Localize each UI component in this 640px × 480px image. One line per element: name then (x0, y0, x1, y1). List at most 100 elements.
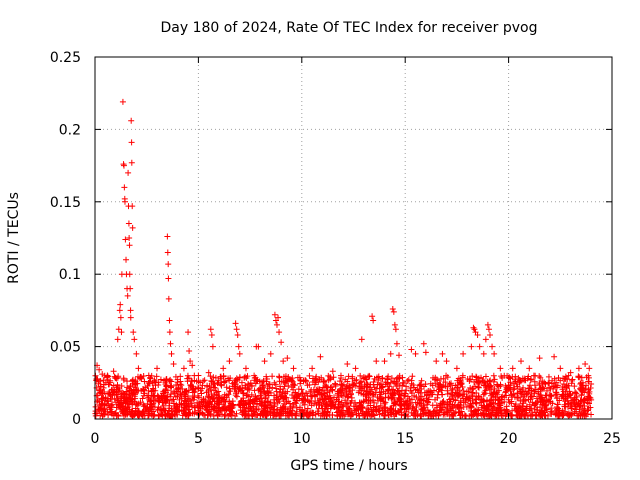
band-point (587, 404, 594, 411)
band-point (93, 376, 100, 383)
band-point (363, 405, 370, 412)
band-point (282, 390, 289, 397)
band-point (324, 409, 331, 416)
band-point (440, 375, 447, 382)
data-point (127, 285, 134, 292)
band-point (533, 409, 540, 416)
band-point (513, 411, 520, 418)
band-point (535, 390, 542, 397)
data-point (433, 358, 440, 365)
band-point (588, 380, 595, 387)
band-point (388, 393, 395, 400)
data-point (381, 358, 388, 365)
band-point (127, 411, 134, 418)
band-point (222, 411, 229, 418)
band-point (216, 399, 223, 406)
data-point (484, 321, 491, 328)
y-tick-label: 0.1 (59, 267, 81, 283)
band-point (241, 404, 248, 411)
band-point (392, 407, 399, 414)
band-point (423, 395, 430, 402)
band-point (292, 412, 299, 419)
band-point (316, 402, 323, 409)
data-point (474, 332, 481, 339)
band-point (434, 377, 441, 384)
band-point (160, 390, 167, 397)
band-point (206, 394, 213, 401)
data-point (557, 365, 564, 372)
band-point (583, 374, 590, 381)
band-point (264, 404, 271, 411)
data-point (121, 184, 128, 191)
band-point (448, 390, 455, 397)
band-point (435, 388, 442, 395)
band-point (257, 392, 264, 399)
band-point (131, 398, 138, 405)
band-point (162, 381, 169, 388)
band-point (446, 396, 453, 403)
band-point (276, 389, 283, 396)
band-point (349, 381, 356, 388)
band-point (215, 379, 222, 386)
band-point (481, 389, 488, 396)
data-point (120, 162, 127, 169)
band-point (181, 404, 188, 411)
band-point (348, 409, 355, 416)
band-point (242, 373, 249, 380)
band-point (288, 376, 295, 383)
data-point (125, 169, 132, 176)
band-point (182, 393, 189, 400)
band-point (248, 391, 255, 398)
band-point (195, 394, 202, 401)
band-point (588, 411, 595, 418)
y-tick-label: 0.25 (50, 50, 81, 66)
band-point (567, 401, 574, 408)
band-point (207, 373, 214, 380)
band-point (388, 406, 395, 413)
data-point (167, 340, 174, 347)
band-point (491, 404, 498, 411)
data-point (408, 346, 415, 353)
band-point (409, 405, 416, 412)
band-point (163, 375, 170, 382)
data-point (586, 365, 593, 372)
band-point (374, 394, 381, 401)
band-point (145, 395, 152, 402)
band-point (406, 395, 413, 402)
band-point (146, 380, 153, 387)
band-point (396, 391, 403, 398)
band-point (269, 373, 276, 380)
band-point (393, 378, 400, 385)
band-point (409, 373, 416, 380)
band-point (312, 376, 319, 383)
band-point (98, 410, 105, 417)
band-point (271, 379, 278, 386)
band-point (132, 407, 139, 414)
band-point (574, 412, 581, 419)
band-point (349, 375, 356, 382)
band-point (124, 378, 131, 385)
data-point (168, 350, 175, 357)
band-point (323, 383, 330, 390)
band-point (359, 404, 366, 411)
data-point (180, 365, 187, 372)
band-point (204, 393, 211, 400)
band-point (178, 408, 185, 415)
data-point (129, 224, 136, 231)
band-point (181, 407, 188, 414)
band-point (295, 386, 302, 393)
band-point (316, 386, 323, 393)
band-point (529, 411, 536, 418)
band-point (173, 409, 180, 416)
band-point (99, 388, 106, 395)
band-point (404, 413, 411, 420)
band-point (325, 372, 332, 379)
band-point (376, 411, 383, 418)
band-point (413, 404, 420, 411)
band-point (232, 381, 239, 388)
band-point (171, 402, 178, 409)
band-point (208, 377, 215, 384)
data-point (128, 117, 135, 124)
band-point (293, 408, 300, 415)
band-point (508, 392, 515, 399)
